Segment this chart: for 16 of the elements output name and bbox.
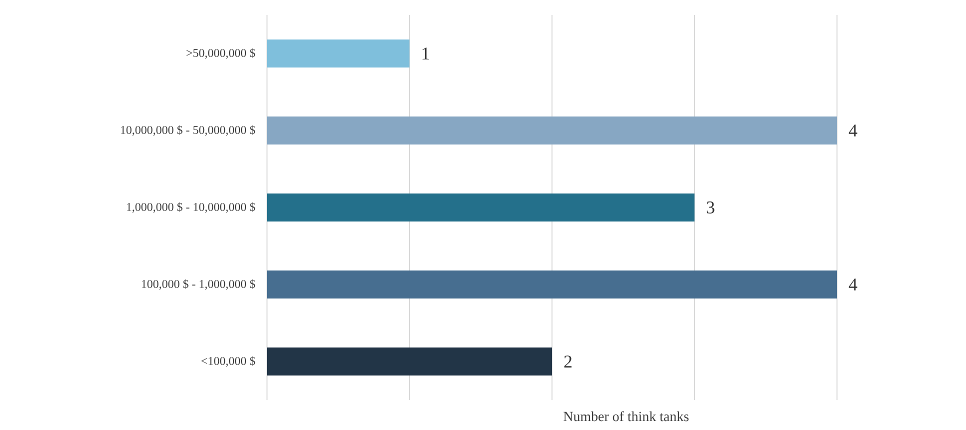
bar <box>267 270 838 299</box>
bar <box>267 348 552 376</box>
data-label: 3 <box>706 201 714 214</box>
data-label: 2 <box>564 356 572 368</box>
y-tick-label: 1,000,000 $ - 10,000,000 $ <box>127 202 256 213</box>
y-tick-label: >50,000,000 $ <box>186 48 256 59</box>
data-label: 4 <box>848 278 858 290</box>
data-label: 1 <box>422 48 429 60</box>
data-label: 4 <box>848 124 858 136</box>
bar <box>267 116 838 145</box>
bar <box>267 40 410 68</box>
bar <box>267 194 695 222</box>
y-tick-label: <100,000 $ <box>202 356 256 367</box>
x-axis-title: Number of think tanks <box>564 411 689 422</box>
y-tick-label: 10,000,000 $ - 50,000,000 $ <box>121 125 256 136</box>
y-tick-label: 100,000 $ - 1,000,000 $ <box>142 279 256 290</box>
